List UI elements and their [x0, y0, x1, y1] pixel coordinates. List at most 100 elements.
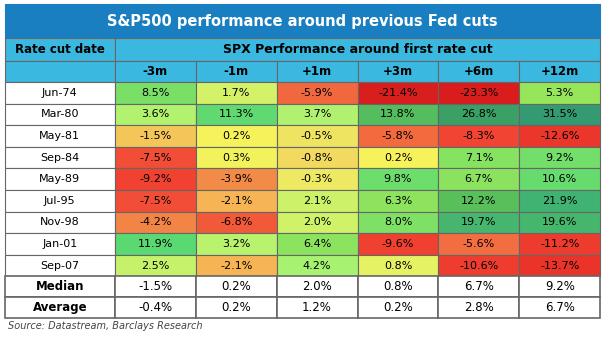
Bar [196, 297, 276, 318]
Bar [196, 277, 276, 297]
Text: 26.8%: 26.8% [461, 109, 497, 119]
Text: Average: Average [33, 301, 87, 314]
Bar [439, 255, 519, 277]
Bar [5, 190, 115, 211]
Bar [196, 147, 276, 168]
Bar [519, 255, 600, 277]
Bar [439, 104, 519, 125]
Text: May-81: May-81 [39, 131, 80, 141]
Bar [439, 147, 519, 168]
Text: Sep-84: Sep-84 [40, 152, 79, 163]
Bar [196, 233, 276, 255]
Bar [5, 233, 115, 255]
Text: Nov-98: Nov-98 [40, 217, 80, 227]
Bar [5, 168, 115, 190]
Text: +12m: +12m [541, 65, 579, 78]
Text: 2.8%: 2.8% [464, 301, 494, 314]
Text: 9.2%: 9.2% [546, 152, 574, 163]
Bar [276, 277, 358, 297]
Text: -2.1%: -2.1% [220, 196, 252, 206]
Bar [439, 211, 519, 233]
Bar [5, 255, 115, 277]
Bar [519, 82, 600, 104]
Bar [439, 61, 519, 82]
Bar [276, 104, 358, 125]
Text: -12.6%: -12.6% [540, 131, 580, 141]
Bar [519, 190, 600, 211]
Bar [5, 211, 115, 233]
Bar [115, 82, 196, 104]
Bar [519, 61, 600, 82]
Text: -7.5%: -7.5% [139, 196, 171, 206]
Text: 2.0%: 2.0% [303, 217, 332, 227]
Bar [519, 104, 600, 125]
Bar [276, 297, 358, 318]
Text: SPX Performance around first rate cut: SPX Performance around first rate cut [223, 43, 492, 56]
Bar [358, 255, 439, 277]
Bar [115, 125, 196, 147]
Bar [115, 168, 196, 190]
Text: 6.4%: 6.4% [303, 239, 332, 249]
Text: -4.2%: -4.2% [139, 217, 172, 227]
Text: -1m: -1m [224, 65, 249, 78]
Bar [276, 190, 358, 211]
Text: 0.8%: 0.8% [384, 261, 412, 271]
Bar [5, 38, 115, 61]
Bar [5, 82, 115, 104]
Bar [276, 233, 358, 255]
Bar [519, 297, 600, 318]
Bar [115, 277, 196, 297]
Bar [115, 233, 196, 255]
Bar [5, 277, 115, 297]
Text: 6.7%: 6.7% [544, 301, 575, 314]
Bar [196, 255, 276, 277]
Text: 8.0%: 8.0% [384, 217, 412, 227]
Bar [519, 211, 600, 233]
Bar [276, 147, 358, 168]
Text: -5.8%: -5.8% [382, 131, 414, 141]
Bar [439, 82, 519, 104]
Text: 7.1%: 7.1% [465, 152, 493, 163]
Text: 0.8%: 0.8% [383, 280, 413, 293]
Bar [358, 211, 439, 233]
Bar [5, 104, 115, 125]
Text: 6.7%: 6.7% [465, 174, 493, 184]
Text: -0.5%: -0.5% [301, 131, 333, 141]
Text: 9.8%: 9.8% [384, 174, 412, 184]
Bar [115, 190, 196, 211]
Bar [115, 147, 196, 168]
Text: 19.7%: 19.7% [461, 217, 497, 227]
Text: 3.6%: 3.6% [141, 109, 169, 119]
Text: Median: Median [36, 280, 84, 293]
Text: Jun-74: Jun-74 [42, 88, 77, 98]
Text: -9.2%: -9.2% [139, 174, 172, 184]
Text: 9.2%: 9.2% [544, 280, 575, 293]
Text: 8.5%: 8.5% [141, 88, 169, 98]
Text: Jan-01: Jan-01 [42, 239, 77, 249]
Bar [5, 297, 115, 318]
Text: -11.2%: -11.2% [540, 239, 580, 249]
Text: -5.6%: -5.6% [463, 239, 495, 249]
Text: 4.2%: 4.2% [303, 261, 332, 271]
Bar [276, 125, 358, 147]
Bar [358, 82, 439, 104]
Bar [5, 125, 115, 147]
Text: 0.2%: 0.2% [221, 280, 251, 293]
Text: -8.3%: -8.3% [463, 131, 495, 141]
Bar [276, 211, 358, 233]
Text: 0.2%: 0.2% [383, 301, 413, 314]
Bar [439, 125, 519, 147]
Bar [439, 168, 519, 190]
Bar [196, 190, 276, 211]
Text: +6m: +6m [463, 65, 494, 78]
Text: -23.3%: -23.3% [459, 88, 499, 98]
Text: 1.7%: 1.7% [222, 88, 250, 98]
Bar [439, 297, 519, 318]
Text: Sep-07: Sep-07 [41, 261, 79, 271]
Text: S&P500 performance around previous Fed cuts: S&P500 performance around previous Fed c… [107, 14, 498, 29]
Text: 10.6%: 10.6% [542, 174, 577, 184]
Text: -3m: -3m [143, 65, 168, 78]
Bar [5, 61, 115, 82]
Bar [115, 255, 196, 277]
Text: -1.5%: -1.5% [139, 280, 172, 293]
